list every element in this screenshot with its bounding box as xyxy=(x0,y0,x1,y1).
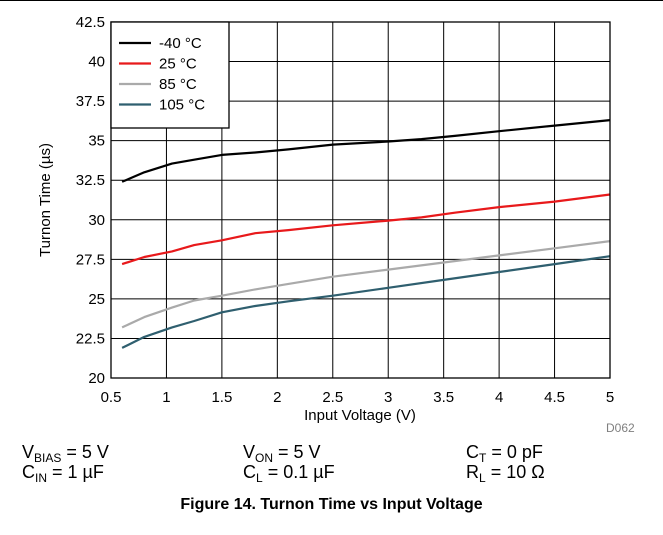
figure-code: D062 xyxy=(606,421,635,435)
x-tick-label: 2.5 xyxy=(322,389,343,406)
y-tick-label: 37.5 xyxy=(76,93,105,110)
y-tick-label: 35 xyxy=(88,133,105,150)
condition-vbias: VBIAS = 5 V xyxy=(22,442,109,465)
x-tick-label: 3.5 xyxy=(433,389,454,406)
condition-ct: CT = 0 pF xyxy=(466,442,543,465)
legend-label: 85 °C xyxy=(159,76,197,93)
x-tick-label: 0.5 xyxy=(101,389,122,406)
legend-label: 25 °C xyxy=(159,56,197,73)
y-tick-labels: 20 22.5 25 27.5 30 32.5 35 37.5 40 42.5 xyxy=(76,14,105,387)
y-tick-label: 30 xyxy=(88,212,105,229)
x-tick-label: 1.5 xyxy=(211,389,232,406)
legend-label: 105 °C xyxy=(159,97,205,114)
x-tick-label: 4.5 xyxy=(544,389,565,406)
x-tick-label: 5 xyxy=(606,389,614,406)
legend-label: -40 °C xyxy=(159,35,202,52)
y-tick-label: 27.5 xyxy=(76,251,105,268)
series-lines xyxy=(121,119,611,349)
x-tick-label: 2 xyxy=(273,389,281,406)
legend-box xyxy=(110,21,230,129)
series-line-2 xyxy=(121,240,611,329)
x-tick-label: 4 xyxy=(495,389,503,406)
x-axis-label: Input Voltage (V) xyxy=(304,407,416,424)
condition-cl: CL = 0.1 µF xyxy=(243,462,335,485)
condition-rl: RL = 10 Ω xyxy=(466,462,545,485)
series-line-3 xyxy=(121,255,611,349)
x-tick-label: 1 xyxy=(162,389,170,406)
y-tick-label: 25 xyxy=(88,291,105,308)
grid xyxy=(111,22,610,378)
condition-cin: CIN = 1 µF xyxy=(22,462,104,485)
y-axis-label: Turnon Time (µs) xyxy=(37,143,54,257)
legend: -40 °C 25 °C 85 °C 105 °C xyxy=(110,21,230,129)
series-line-1 xyxy=(121,193,611,266)
y-tick-label: 42.5 xyxy=(76,14,105,31)
condition-von: VON = 5 V xyxy=(243,442,321,465)
x-tick-labels: 0.5 1 1.5 2 2.5 3 3.5 4 4.5 5 xyxy=(101,389,615,406)
series-line-0 xyxy=(121,119,611,183)
plot-frame xyxy=(110,21,611,379)
top-rule xyxy=(0,0,663,1)
y-tick-label: 20 xyxy=(88,370,105,387)
y-tick-label: 40 xyxy=(88,54,105,71)
y-tick-label: 22.5 xyxy=(76,330,105,347)
figure-caption: Figure 14. Turnon Time vs Input Voltage xyxy=(180,496,483,513)
y-tick-label: 32.5 xyxy=(76,172,105,189)
x-tick-label: 3 xyxy=(384,389,392,406)
